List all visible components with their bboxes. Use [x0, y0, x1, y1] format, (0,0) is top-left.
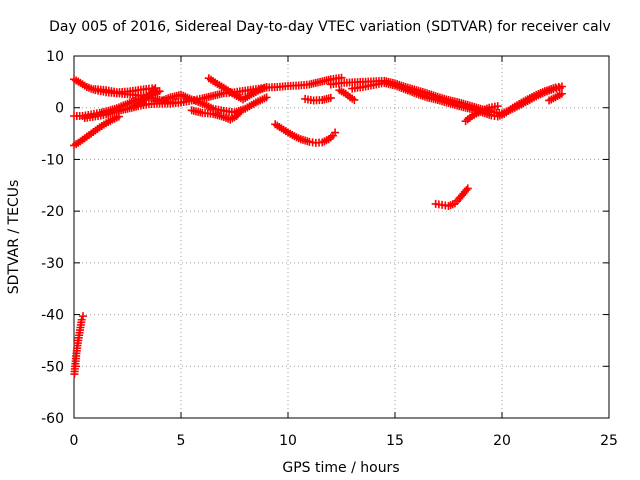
data-point [236, 106, 245, 115]
series-track [70, 112, 123, 150]
y-axis-label: SDTVAR / TECUs [6, 180, 22, 295]
x-axis-label: GPS time / hours [282, 460, 399, 476]
y-tick-label: -30 [41, 256, 64, 272]
data-point [557, 89, 566, 98]
data-point [462, 186, 471, 195]
series-track [271, 120, 340, 147]
series-track [461, 102, 502, 126]
x-tick-label: 15 [386, 433, 404, 449]
series-track [335, 86, 359, 104]
data-point [77, 315, 86, 324]
y-tick-label: -20 [41, 204, 64, 220]
x-tick-label: 20 [493, 433, 511, 449]
chart-title: Day 005 of 2016, Sidereal Day-to-day VTE… [49, 19, 611, 35]
x-tick-label: 10 [279, 433, 297, 449]
series-track [70, 312, 87, 379]
data-point [262, 83, 271, 92]
data-point [129, 102, 138, 111]
data-point [557, 82, 566, 91]
y-tick-label: -60 [41, 411, 64, 427]
x-tick-label: 25 [600, 433, 618, 449]
data-point [493, 102, 502, 111]
y-tick-label: -10 [41, 152, 64, 168]
data-point [326, 93, 335, 102]
series-track [431, 184, 472, 210]
data-point [331, 128, 340, 137]
series-track [301, 93, 335, 105]
series-track [187, 106, 245, 124]
data-point [155, 87, 164, 96]
data-point [235, 108, 244, 117]
y-tick-label: -40 [41, 308, 64, 324]
data-points [70, 73, 566, 379]
y-tick-label: 0 [55, 101, 64, 117]
data-point [262, 93, 271, 102]
data-point [350, 95, 359, 104]
x-tick-label: 0 [70, 433, 79, 449]
series-track [91, 84, 160, 111]
series-track [204, 74, 271, 104]
data-point [463, 184, 472, 193]
axis-ticks: 0 5 10 15 20 25 10 0 -10 -20 -30 -40 -50 -60 [41, 49, 618, 449]
grid [74, 56, 609, 418]
y-tick-label: -50 [41, 359, 64, 375]
plot-frame [73, 55, 610, 419]
series-track [348, 78, 566, 121]
series-track [545, 89, 566, 105]
x-tick-label: 5 [177, 433, 186, 449]
data-point [78, 312, 87, 321]
y-tick-label: 10 [46, 49, 64, 65]
